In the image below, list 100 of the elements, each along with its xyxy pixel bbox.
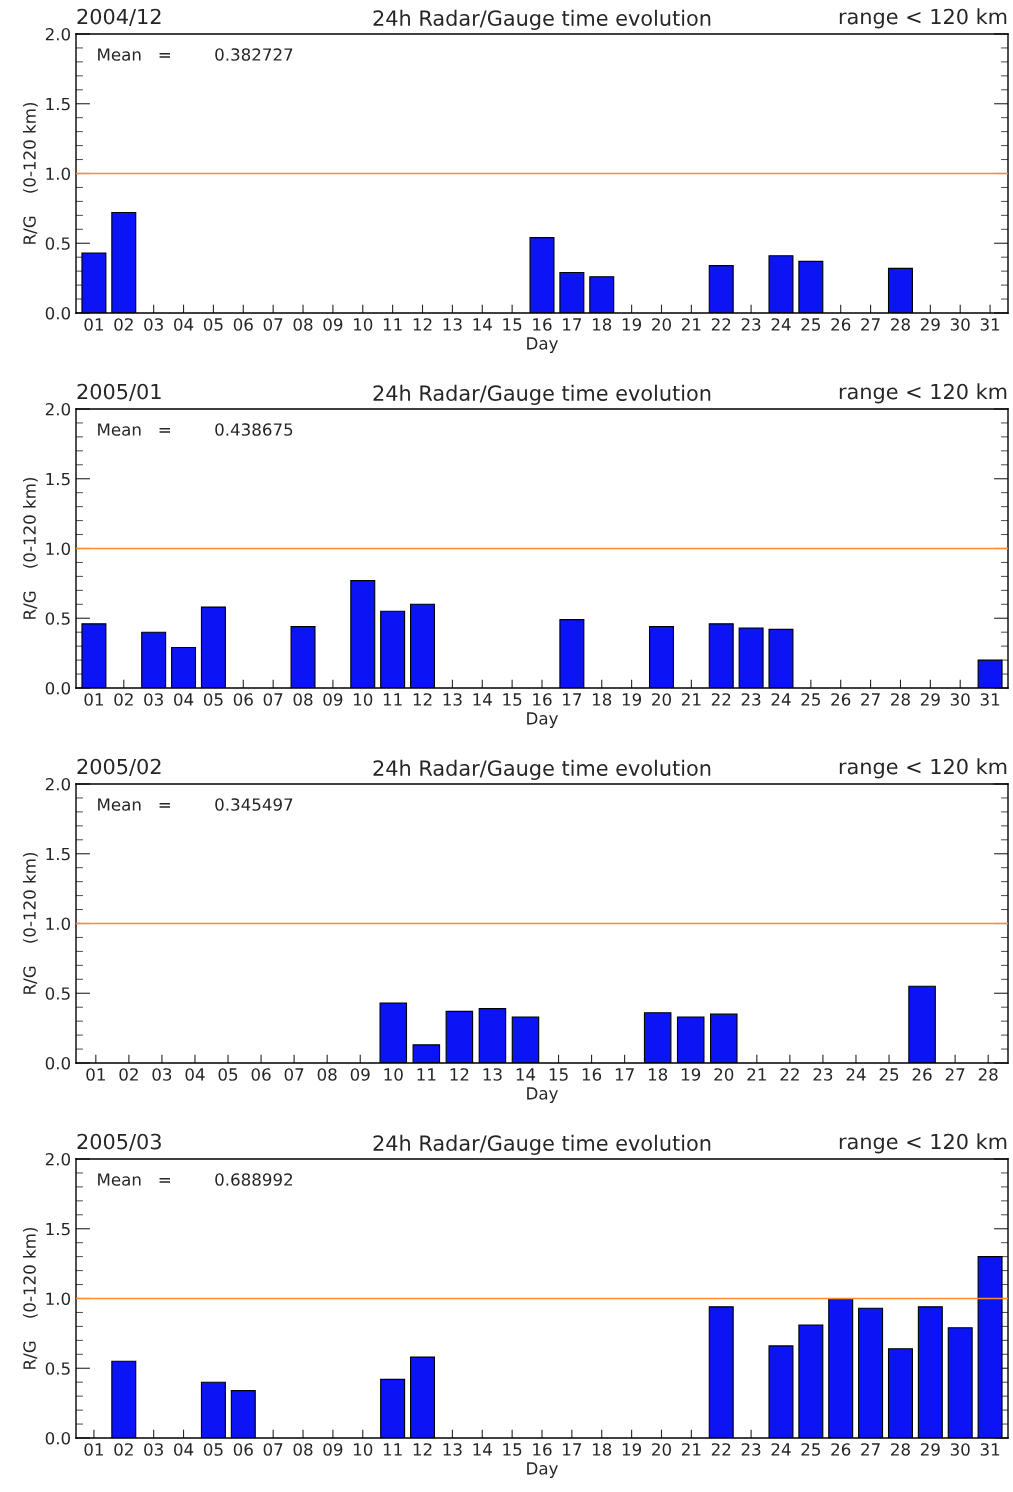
x-tick-label: 05 — [203, 1443, 223, 1456]
x-tick-label: 17 — [563, 693, 582, 706]
y-tick-label: 2.0 — [45, 777, 71, 791]
x-tick-label: 03 — [144, 318, 163, 331]
y-axis-title: R/G (0-120 km) — [22, 477, 38, 619]
x-tick-label: 24 — [771, 693, 791, 706]
x-tick-label: 08 — [293, 693, 313, 706]
x-axis-title: Day — [527, 1462, 558, 1478]
x-tick-label: 13 — [443, 1443, 462, 1456]
x-tick-label: 10 — [354, 693, 373, 706]
x-tick-label: 19 — [622, 693, 642, 706]
chart-title: 24h Radar/Gauge time evolution — [373, 1134, 711, 1155]
x-tick-label: 12 — [413, 318, 432, 331]
x-tick-label: 29 — [920, 318, 940, 331]
chart-title: 24h Radar/Gauge time evolution — [373, 384, 711, 405]
x-tick-label: 20 — [652, 1443, 671, 1456]
x-tick-label: 18 — [592, 693, 612, 706]
x-tick-label: 21 — [681, 693, 701, 706]
x-tick-label: 19 — [681, 1068, 701, 1081]
x-tick-label: 17 — [615, 1068, 634, 1081]
x-axis-title: Day — [527, 712, 558, 728]
x-tick-label: 01 — [84, 318, 103, 331]
x-tick-label: 26 — [831, 693, 851, 706]
x-tick-label: 12 — [450, 1068, 469, 1081]
x-tick-label: 06 — [233, 1443, 253, 1456]
x-tick-label: 16 — [533, 318, 552, 331]
x-tick-label: 14 — [473, 693, 492, 706]
x-tick-label: 07 — [284, 1068, 304, 1081]
x-tick-label: 22 — [780, 1068, 799, 1081]
x-tick-label: 14 — [516, 1068, 536, 1081]
x-tick-label: 28 — [891, 1443, 910, 1456]
x-tick-label: 09 — [323, 693, 343, 706]
x-tick-label: 27 — [861, 1443, 880, 1456]
x-tick-label: 29 — [920, 1443, 940, 1456]
text: range < 120 km — [839, 8, 1007, 29]
y-tick-label: 1.0 — [46, 542, 71, 556]
x-tick-label: 09 — [350, 1068, 370, 1081]
x-tick-label: 06 — [251, 1068, 271, 1081]
x-tick-label: 25 — [801, 693, 820, 706]
x-tick-label: 18 — [592, 318, 612, 331]
x-tick-label: 18 — [648, 1068, 668, 1081]
x-tick-label: 11 — [383, 693, 402, 706]
x-tick-label: 24 — [771, 318, 791, 331]
x-tick-label: 27 — [861, 693, 880, 706]
y-tick-label: 1.5 — [46, 472, 70, 486]
x-tick-label: 21 — [681, 318, 701, 331]
x-axis-title: Day — [527, 337, 558, 353]
x-tick-label: 19 — [622, 318, 642, 331]
x-tick-label: 21 — [747, 1068, 766, 1081]
x-tick-label: 05 — [218, 1068, 238, 1081]
y-tick-label: 0.0 — [45, 681, 71, 695]
x-tick-label: 04 — [174, 1443, 194, 1456]
y-axis-title: R/G (0-120 km) — [22, 1227, 38, 1369]
x-tick-label: 02 — [114, 318, 133, 331]
x-tick-label: 11 — [417, 1068, 436, 1081]
x-tick-label: 06 — [233, 318, 253, 331]
x-tick-label: 23 — [741, 693, 761, 706]
x-tick-label: 30 — [950, 318, 970, 331]
x-tick-label: 10 — [354, 1443, 373, 1456]
chart-title: 24h Radar/Gauge time evolution — [373, 759, 711, 780]
y-tick-label: 1.0 — [46, 167, 71, 181]
x-tick-label: 04 — [174, 693, 194, 706]
x-tick-label: 13 — [443, 693, 462, 706]
annotation: Mean = 0.382727 — [98, 48, 293, 61]
x-tick-label: 18 — [592, 1443, 612, 1456]
x-tick-label: 10 — [384, 1068, 403, 1081]
y-tick-label: 2.0 — [45, 402, 71, 416]
x-tick-label: 30 — [950, 693, 970, 706]
chart-title: 24h Radar/Gauge time evolution — [373, 9, 711, 30]
y-tick-label: 0.5 — [45, 612, 70, 625]
y-tick-label: 1.5 — [46, 97, 70, 111]
x-tick-label: 03 — [144, 1443, 163, 1456]
y-axis-title: R/G (0-120 km) — [22, 852, 38, 994]
x-tick-label: 30 — [950, 1443, 970, 1456]
x-tick-label: 22 — [711, 693, 731, 706]
y-tick-label: 1.5 — [46, 1222, 70, 1236]
x-tick-label: 05 — [203, 693, 223, 706]
y-tick-label: 1.0 — [46, 917, 71, 931]
text: 2005/03 — [77, 1133, 161, 1152]
annotation: Mean = 0.438675 — [98, 423, 293, 436]
x-tick-label: 11 — [383, 318, 402, 331]
y-tick-label: 1.5 — [46, 847, 70, 861]
annotation: Mean = 0.345497 — [98, 798, 293, 811]
x-tick-label: 16 — [533, 693, 552, 706]
x-tick-label: 22 — [711, 1443, 731, 1456]
y-tick-label: 0.5 — [45, 1362, 70, 1375]
x-tick-label: 31 — [980, 693, 1000, 706]
x-tick-label: 07 — [263, 1443, 283, 1456]
x-tick-label: 16 — [533, 1443, 552, 1456]
annotation: Mean = 0.688992 — [98, 1173, 293, 1186]
x-tick-label: 27 — [861, 318, 880, 331]
x-tick-label: 15 — [503, 1443, 522, 1456]
x-tick-label: 15 — [549, 1068, 568, 1081]
text: 2005/01 — [77, 383, 161, 402]
y-tick-label: 0.0 — [45, 1431, 71, 1445]
x-tick-label: 01 — [84, 1443, 103, 1456]
text: range < 120 km — [839, 758, 1007, 779]
x-tick-label: 09 — [323, 1443, 343, 1456]
x-tick-label: 26 — [831, 1443, 851, 1456]
x-tick-label: 15 — [503, 318, 522, 331]
